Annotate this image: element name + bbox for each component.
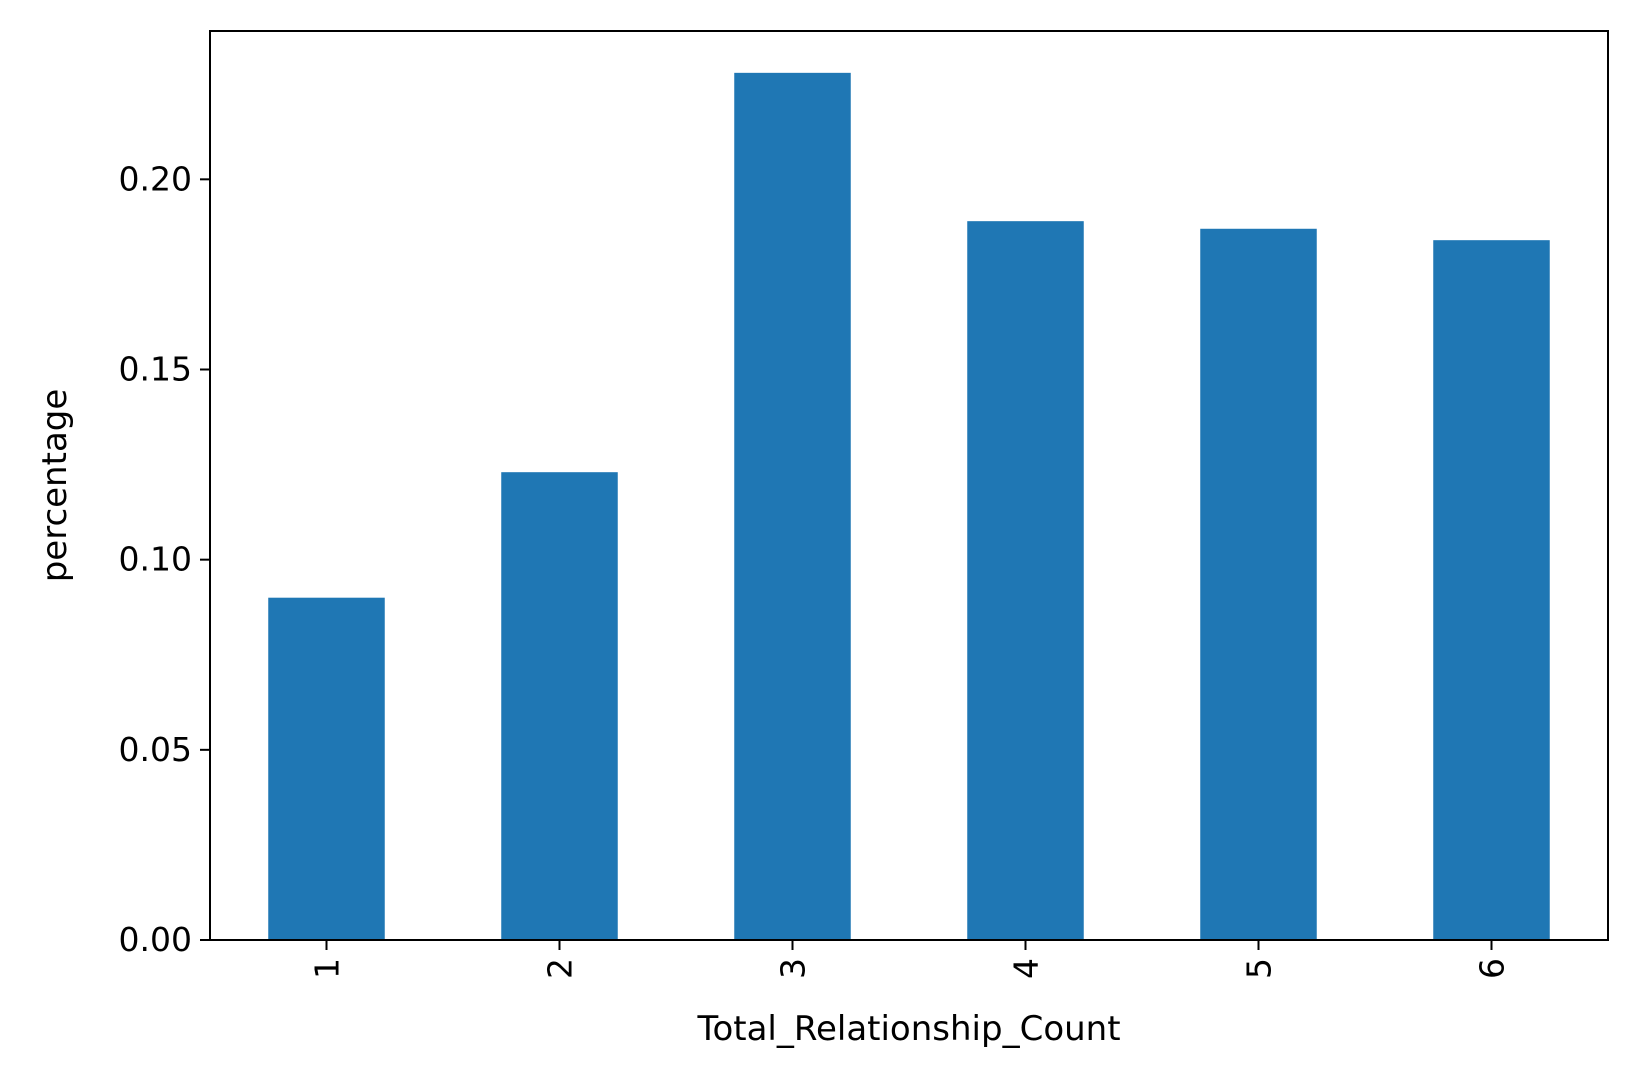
bar-4 (967, 221, 1084, 941)
x-tick-label: 6 (1473, 958, 1512, 979)
plot-frame (209, 30, 1609, 941)
y-tick-label: 0.10 (119, 540, 192, 579)
y-tick-label: 0.05 (119, 730, 192, 769)
y-tick-label: 0.20 (119, 159, 192, 198)
bar-5 (1200, 228, 1317, 940)
bar-6 (1433, 240, 1550, 940)
x-tick-label: 5 (1240, 958, 1279, 979)
y-tick-label: 0.00 (119, 920, 192, 959)
x-tick-label: 2 (541, 958, 580, 979)
axes-group (209, 30, 1609, 941)
bars-group (268, 72, 1550, 941)
x-axis-label: Total_Relationship_Count (696, 1009, 1120, 1049)
y-tick-label: 0.15 (119, 349, 192, 388)
x-tick-label: 3 (774, 958, 813, 979)
bar-3 (734, 72, 851, 941)
bar-1 (268, 597, 385, 940)
bar-2 (501, 472, 618, 940)
ticks-group: 0.00 0.05 0.10 0.15 0.20 1 2 3 4 5 6 (119, 159, 1512, 979)
x-tick-label: 4 (1007, 958, 1046, 979)
y-axis-label: percentage (35, 389, 75, 583)
x-tick-label: 1 (308, 958, 347, 979)
